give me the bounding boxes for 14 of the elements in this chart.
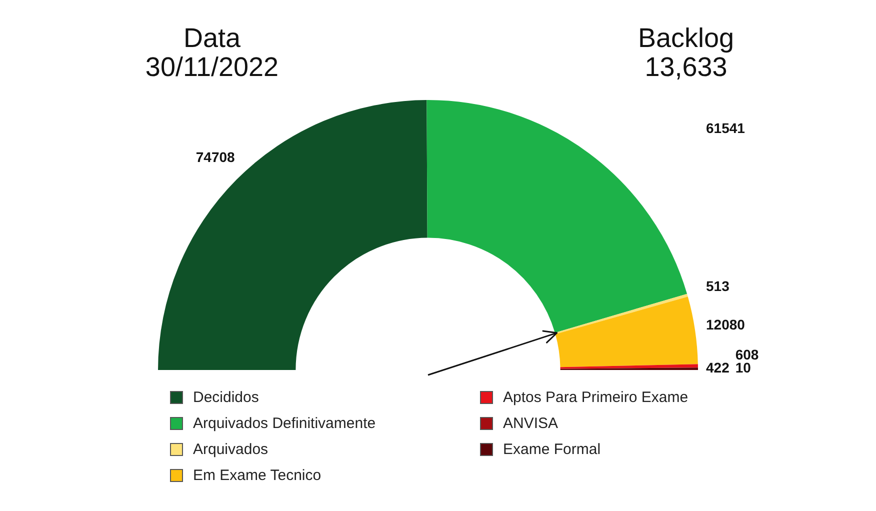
legend-label: Arquivados	[193, 440, 268, 458]
text: Data 30/11/2022	[144, 23, 280, 82]
legend-label: Decididos	[193, 388, 259, 406]
legend-label: Exame Formal	[503, 440, 601, 458]
legend-label: Aptos Para Primeiro Exame	[503, 388, 688, 406]
data-label: 12080	[706, 316, 746, 333]
text: Backlog 13,633	[636, 23, 736, 82]
data-label: 74708	[196, 149, 236, 166]
data-label: 61541	[706, 120, 746, 136]
legend-label: Em Exame Tecnico	[193, 466, 322, 484]
legend-label: Arquivados Definitivamente	[193, 414, 376, 432]
data-label: 513	[706, 278, 730, 294]
data-label: 422	[706, 360, 730, 376]
legend-label: ANVISA	[503, 414, 558, 432]
